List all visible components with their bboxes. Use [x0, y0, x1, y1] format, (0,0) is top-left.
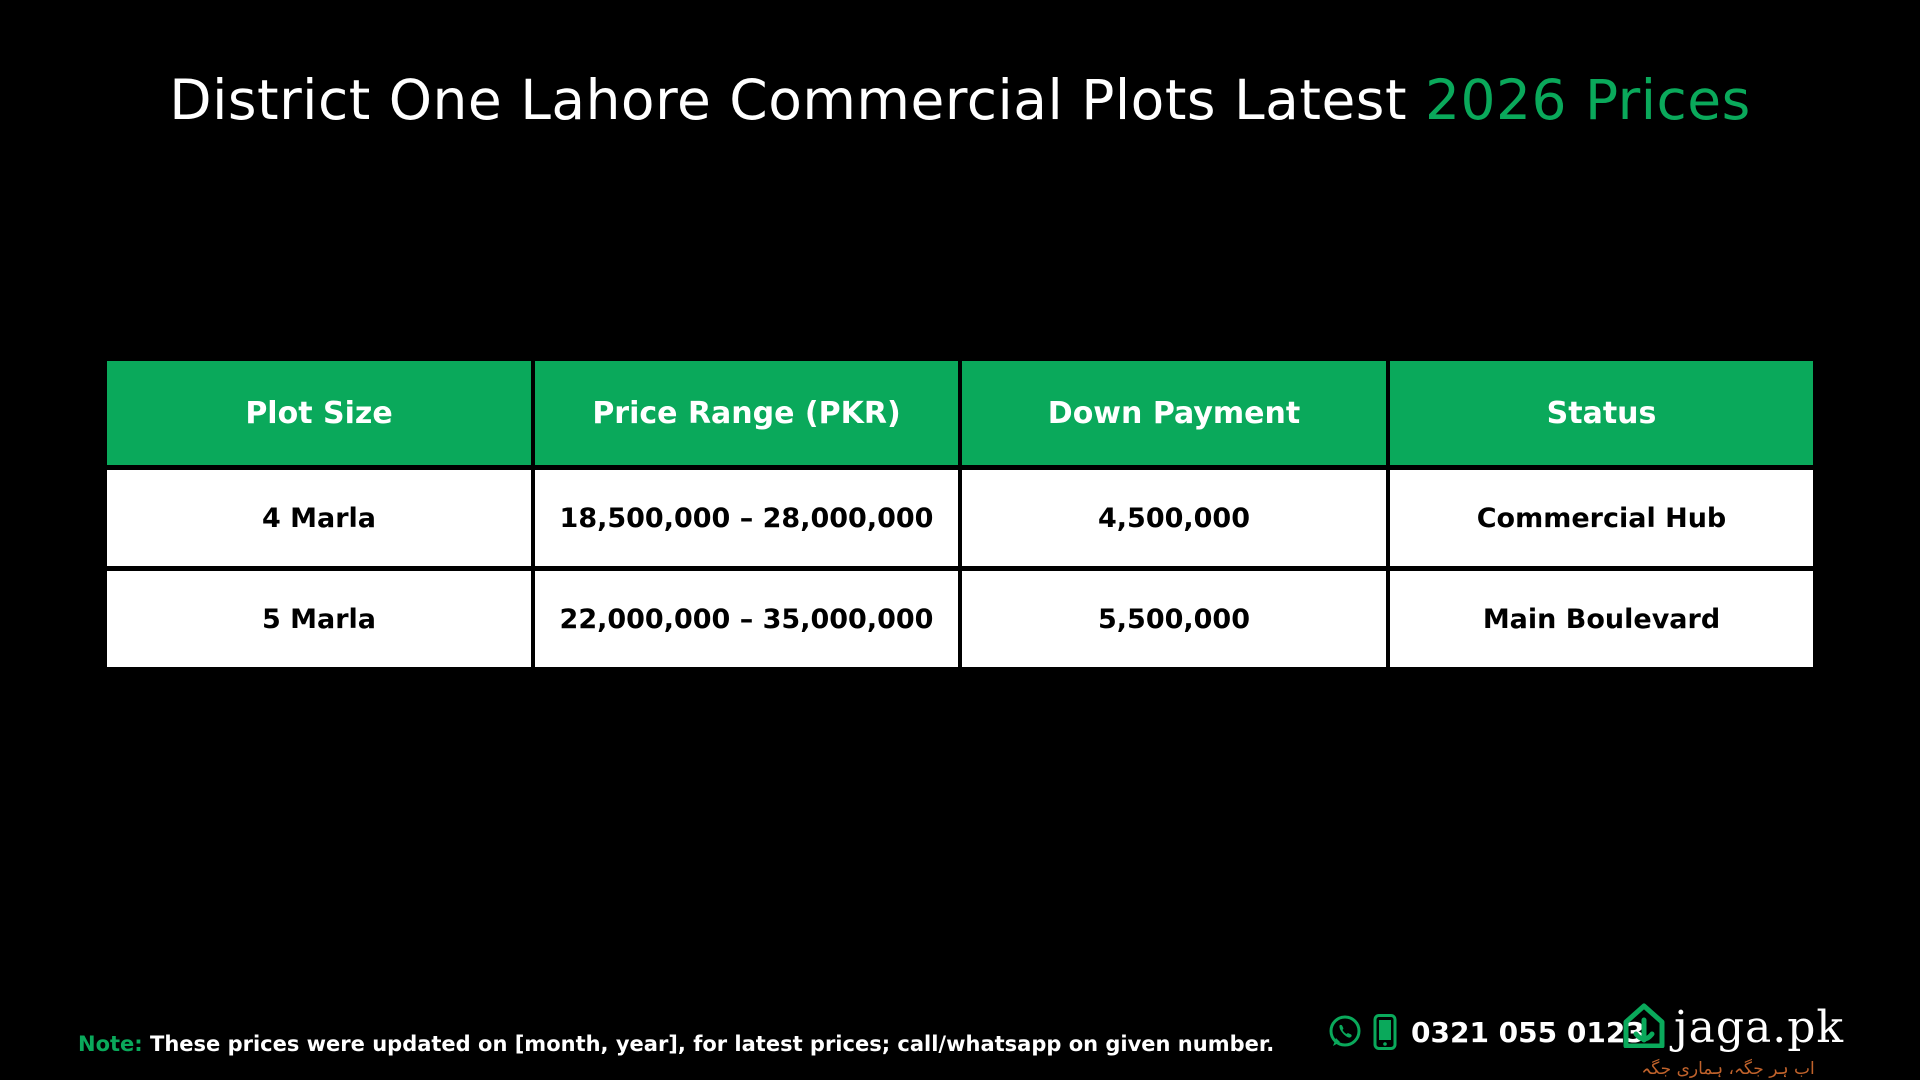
brand-tagline: اب ہر جگہ، ہماری جگہ [1641, 1059, 1815, 1079]
cell-price-range: 18,500,000 – 28,000,000 [535, 470, 958, 566]
brand-name: jaga.pk [1674, 1002, 1845, 1053]
price-table: Plot Size Price Range (PKR) Down Payment… [107, 361, 1813, 672]
note-text: These prices were updated on [month, yea… [142, 1032, 1275, 1056]
title-main: District One Lahore Commercial Plots Lat… [169, 68, 1425, 132]
header-plot-size: Plot Size [107, 361, 531, 465]
footer-note: Note: These prices were updated on [mont… [78, 1032, 1274, 1056]
table-row: 4 Marla 18,500,000 – 28,000,000 4,500,00… [107, 470, 1813, 566]
header-status: Status [1390, 361, 1813, 465]
contact-info: 0321 055 0123 [1327, 1012, 1645, 1052]
cell-down-payment: 5,500,000 [962, 571, 1386, 667]
mobile-phone-icon[interactable] [1373, 1014, 1397, 1050]
table-row: 5 Marla 22,000,000 – 35,000,000 5,500,00… [107, 571, 1813, 667]
cell-plot-size: 4 Marla [107, 470, 531, 566]
table-header-row: Plot Size Price Range (PKR) Down Payment… [107, 361, 1813, 465]
note-label: Note: [78, 1032, 143, 1056]
whatsapp-icon[interactable] [1327, 1014, 1363, 1050]
house-logo-icon [1622, 1002, 1666, 1053]
page-title: District One Lahore Commercial Plots Lat… [0, 68, 1920, 132]
header-price-range: Price Range (PKR) [535, 361, 958, 465]
cell-status: Commercial Hub [1390, 470, 1813, 566]
header-down-payment: Down Payment [962, 361, 1386, 465]
title-accent: 2026 Prices [1425, 68, 1751, 132]
cell-plot-size: 5 Marla [107, 571, 531, 667]
cell-down-payment: 4,500,000 [962, 470, 1386, 566]
phone-number[interactable]: 0321 055 0123 [1411, 1015, 1645, 1049]
brand-logo: jaga.pk [1622, 1002, 1844, 1053]
cell-status: Main Boulevard [1390, 571, 1813, 667]
cell-price-range: 22,000,000 – 35,000,000 [535, 571, 958, 667]
